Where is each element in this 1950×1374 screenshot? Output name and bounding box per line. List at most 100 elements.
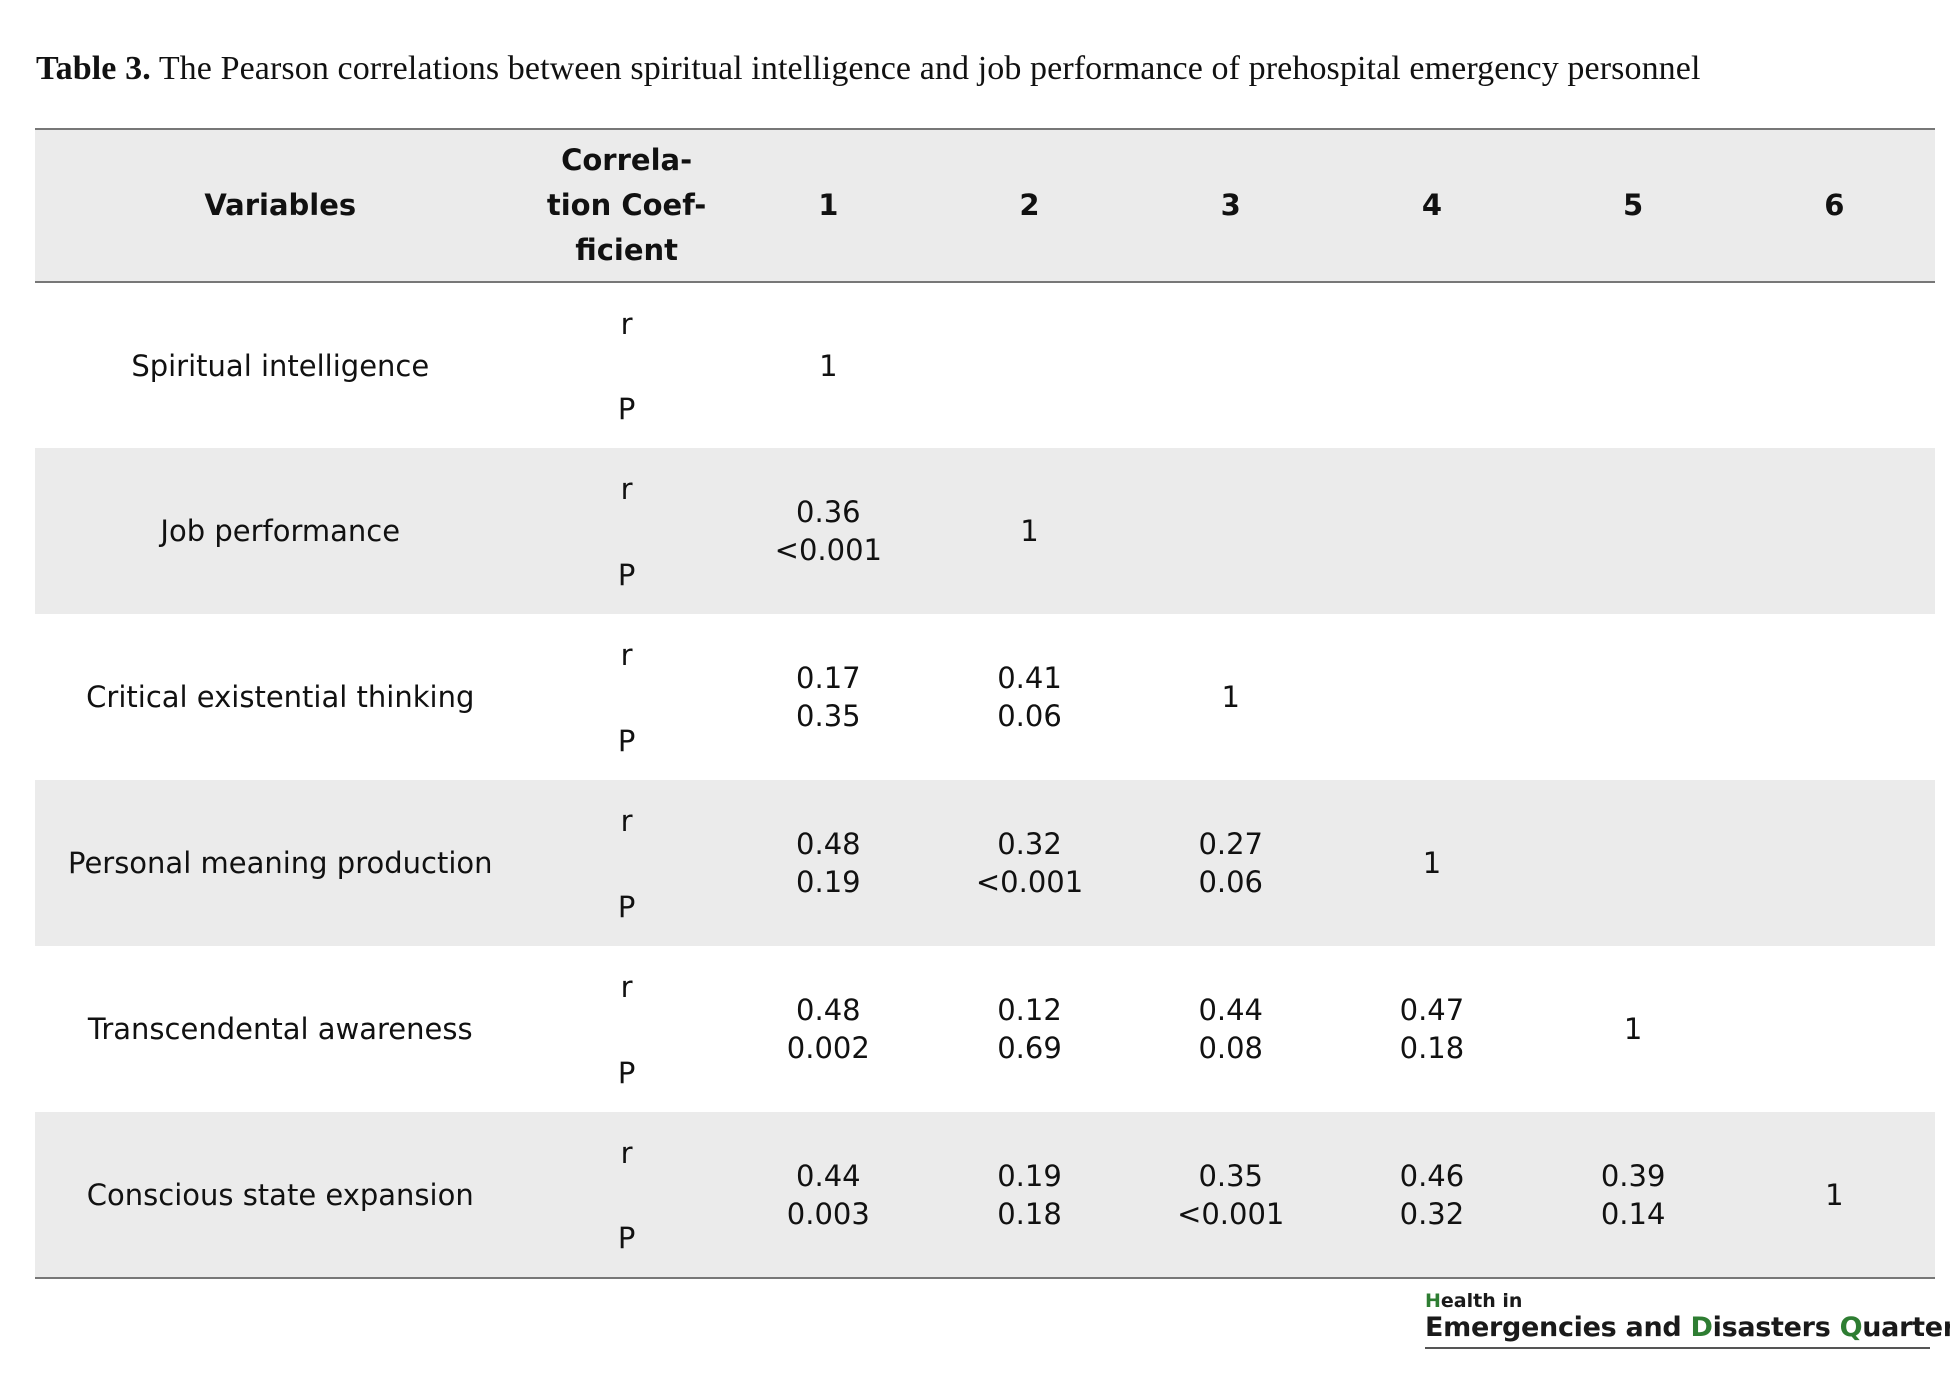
table-row: Critical existential thinking r P 0.17 0.35 0… xyxy=(35,614,1935,780)
logo-line2: Emergencies and Disasters Quarterly xyxy=(1425,1312,1950,1343)
header-col-3: 3 xyxy=(1130,128,1332,283)
header-col-5: 5 xyxy=(1532,128,1734,283)
header-col-2: 2 xyxy=(928,128,1131,283)
r-label: r xyxy=(620,472,633,506)
correlation-cell xyxy=(1331,448,1532,614)
table-row: Job performance r P 0.36 <0.001 1 xyxy=(35,448,1935,614)
table-header: Variables Correla- tion Coef- ficient 1 … xyxy=(35,128,1935,283)
p-value: <0.001 xyxy=(975,865,1084,899)
correlation-cell: 0.41 0.06 xyxy=(929,614,1130,780)
correlation-cell: 0.46 0.32 xyxy=(1331,1112,1533,1279)
correlation-cell: 0.47 0.18 xyxy=(1331,946,1532,1112)
r-value: 1 xyxy=(819,348,838,383)
correlation-cell xyxy=(1130,448,1331,614)
p-value: <0.001 xyxy=(774,533,882,567)
correlation-cell xyxy=(1130,282,1331,448)
p-label: P xyxy=(617,392,636,426)
correlation-cell: 0.44 0.003 xyxy=(727,1112,929,1279)
p-value: 0.32 xyxy=(1399,1196,1465,1231)
r-label: r xyxy=(620,1136,633,1170)
correlation-cell xyxy=(1734,448,1935,614)
correlation-cell xyxy=(1734,614,1935,780)
correlation-cell: 1 xyxy=(1130,614,1331,780)
correlation-cell: 0.35 <0.001 xyxy=(1130,1112,1332,1279)
correlation-cell: 0.48 0.002 xyxy=(728,946,929,1112)
correlation-cell xyxy=(1331,282,1532,448)
r-value: 0.47 xyxy=(1399,993,1465,1027)
correlation-cell xyxy=(929,282,1130,448)
header-col-1: 1 xyxy=(727,128,929,283)
p-value: 0.35 xyxy=(796,699,861,733)
r-value: 0.35 xyxy=(1198,1158,1264,1193)
header-col-6: 6 xyxy=(1733,128,1935,283)
r-label: r xyxy=(620,804,633,838)
logo-underline xyxy=(1425,1347,1930,1349)
table-row: Spiritual intelligence r P 1 xyxy=(35,282,1935,448)
r-value: 0.19 xyxy=(997,1158,1062,1193)
r-value: 0.44 xyxy=(796,1158,861,1193)
logo-line1: Health in xyxy=(1425,1290,1523,1312)
header-variables: Variables xyxy=(35,128,526,283)
r-value: 0.48 xyxy=(796,993,861,1027)
correlation-cell: 0.32 <0.001 xyxy=(929,780,1130,946)
p-value: 0.18 xyxy=(997,1196,1062,1231)
journal-logo: Health in Emergencies and Disasters Quar… xyxy=(1425,1290,1950,1349)
correlation-cell: 0.27 0.06 xyxy=(1130,780,1331,946)
p-label: P xyxy=(617,1056,636,1090)
correlation-cell: 0.17 0.35 xyxy=(728,614,929,780)
r-value: 1 xyxy=(1221,680,1240,714)
p-value: 0.14 xyxy=(1600,1196,1666,1231)
header-coef-line1: Correla- xyxy=(561,143,693,177)
header-coef-line2: tion Coef- xyxy=(546,188,707,222)
correlation-cell xyxy=(1533,780,1734,946)
r-value: 0.36 xyxy=(796,495,861,529)
p-value: 0.003 xyxy=(786,1196,870,1231)
p-value: 0.08 xyxy=(1198,1031,1264,1065)
r-value: 0.17 xyxy=(796,661,861,695)
r-label: r xyxy=(620,307,633,341)
correlation-cell: 1 xyxy=(728,282,929,448)
correlation-cell: 1 xyxy=(1331,780,1532,946)
header-correlation-coefficient: Correla- tion Coef- ficient xyxy=(525,128,728,283)
table-row: Personal meaning production r P 0.48 0.19 0.3… xyxy=(35,780,1935,946)
header-row: Variables Correla- tion Coef- ficient 1 … xyxy=(35,128,1935,283)
r-value: 0.46 xyxy=(1399,1158,1465,1193)
p-label: P xyxy=(617,558,636,592)
correlation-cell: 0.12 0.69 xyxy=(929,946,1130,1112)
table-caption-label: Table 3. xyxy=(36,50,151,87)
correlation-cell: 1 xyxy=(1533,946,1734,1112)
r-value: 1 xyxy=(1422,846,1442,880)
p-value: 0.06 xyxy=(997,699,1062,733)
r-value: 0.48 xyxy=(796,827,861,861)
header-col-4: 4 xyxy=(1331,128,1533,283)
correlation-cell: 0.36 <0.001 xyxy=(728,448,929,614)
p-label: P xyxy=(617,890,636,924)
table-body: Spiritual intelligence r P 1 Job performance… xyxy=(35,282,1935,1279)
r-value: 1 xyxy=(1020,514,1039,548)
correlation-cell xyxy=(1533,448,1734,614)
correlation-cell xyxy=(1533,614,1734,780)
p-value: 0.002 xyxy=(786,1031,870,1065)
row-variable-name: Spiritual intelligence xyxy=(131,348,430,383)
correlation-table: Variables Correla- tion Coef- ficient 1 … xyxy=(35,128,1935,1279)
row-variable-name: Transcendental awareness xyxy=(87,1012,473,1046)
correlation-cell: 0.44 0.08 xyxy=(1130,946,1331,1112)
r-value: 0.44 xyxy=(1198,993,1264,1027)
row-variable-name: Job performance xyxy=(160,514,401,548)
table-row: Transcendental awareness r P 0.48 0.002 0.12 0… xyxy=(35,946,1935,1112)
correlation-cell xyxy=(1331,614,1532,780)
p-value: 0.06 xyxy=(1198,865,1264,899)
correlation-cell: 1 xyxy=(1733,1112,1935,1279)
r-label: r xyxy=(620,970,633,1004)
header-coef-line3: ficient xyxy=(575,233,679,267)
r-label: r xyxy=(620,638,633,672)
r-value: 0.39 xyxy=(1600,1158,1666,1193)
r-value: 1 xyxy=(1825,1177,1844,1212)
row-variable-name: Critical existential thinking xyxy=(86,680,475,714)
p-value: <0.001 xyxy=(1177,1196,1285,1231)
